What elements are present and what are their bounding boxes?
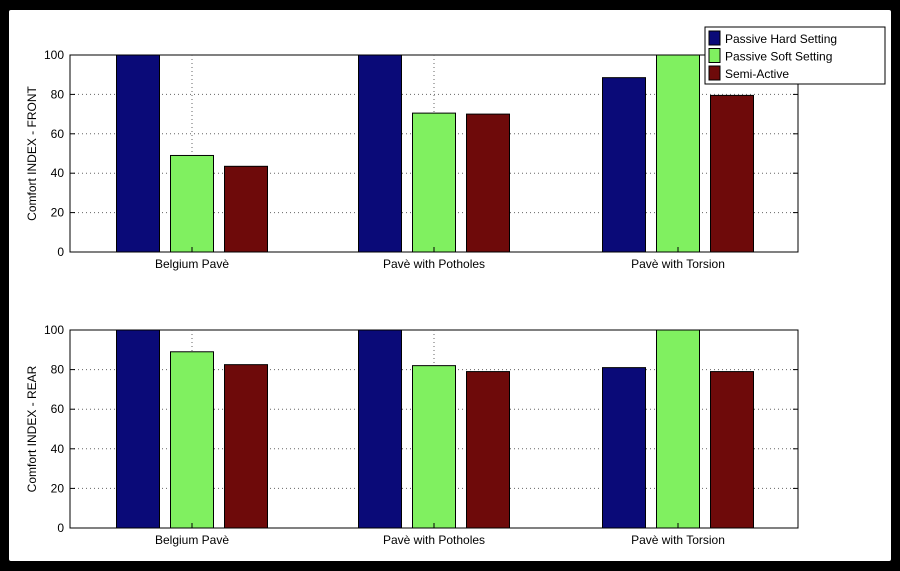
x-tick-label: Pavè with Torsion — [631, 533, 725, 547]
bar-rear-s0-c1 — [358, 329, 402, 529]
y-tick-label: 0 — [57, 521, 64, 535]
y-tick-label: 60 — [51, 402, 65, 416]
bar-rear-s2-c0 — [224, 364, 268, 529]
x-tick-label: Pavè with Potholes — [383, 533, 485, 547]
legend-entry-0: Passive Hard Setting — [725, 32, 837, 46]
x-tick-label: Pavè with Potholes — [383, 257, 485, 271]
y-tick-label: 80 — [51, 87, 65, 101]
bar-rear-s1-c0 — [170, 351, 214, 529]
y-tick-label: 20 — [51, 206, 65, 220]
bar-front-s1-c0 — [170, 154, 214, 253]
y-axis-label: Comfort INDEX - REAR — [25, 365, 39, 492]
bar-rear-s0-c0 — [116, 329, 160, 529]
bar-rear-s2-c1 — [466, 371, 510, 529]
bar-front-s2-c0 — [224, 165, 268, 253]
y-axis-label: Comfort INDEX - FRONT — [25, 85, 39, 220]
y-tick-label: 0 — [57, 245, 64, 259]
bar-front-s2-c2 — [710, 94, 754, 253]
bar-rear-s0-c2 — [602, 367, 646, 529]
bar-front-s0-c1 — [358, 54, 402, 253]
bar-rear-s1-c1 — [412, 365, 456, 529]
y-tick-label: 20 — [51, 481, 65, 495]
y-tick-label: 100 — [44, 48, 64, 62]
legend-swatch-1 — [708, 48, 721, 63]
bar-front-s1-c2 — [656, 54, 700, 253]
y-tick-label: 60 — [51, 127, 65, 141]
legend-entry-2: Semi-Active — [725, 67, 789, 81]
bar-rear-s1-c2 — [656, 329, 700, 529]
legend — [704, 26, 886, 85]
bar-rear-s2-c2 — [710, 371, 754, 529]
y-tick-label: 40 — [51, 166, 65, 180]
legend-swatch-0 — [708, 30, 721, 46]
legend-entry-1: Passive Soft Setting — [725, 50, 832, 64]
bar-front-s1-c1 — [412, 112, 456, 253]
bar-front-s0-c0 — [116, 54, 160, 253]
bar-front-s2-c1 — [466, 113, 510, 253]
bar-front-s0-c2 — [602, 77, 646, 253]
x-tick-label: Belgium Pavè — [155, 533, 229, 547]
legend-swatch-2 — [708, 65, 721, 81]
y-tick-label: 40 — [51, 442, 65, 456]
x-tick-label: Pavè with Torsion — [631, 257, 725, 271]
y-tick-label: 100 — [44, 323, 64, 337]
y-tick-label: 80 — [51, 363, 65, 377]
x-tick-label: Belgium Pavè — [155, 257, 229, 271]
